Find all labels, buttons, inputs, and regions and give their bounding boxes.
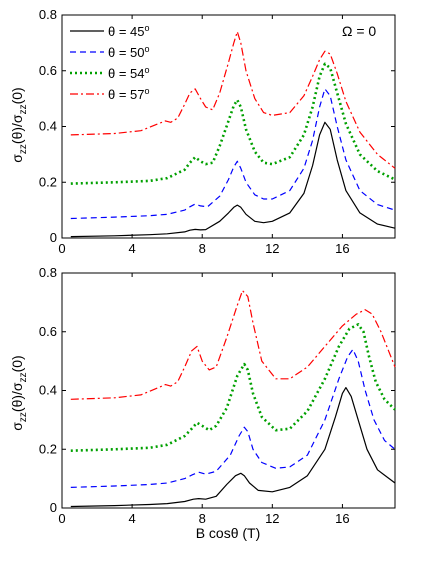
bottom-y-axis-label: σzz(θ)/σzz(0) (9, 355, 29, 430)
x-tick-label: 8 (199, 241, 206, 256)
omega-annotation: Ω = 0 (342, 23, 376, 39)
series-line-50 (70, 348, 396, 488)
x-tick-label: 12 (265, 241, 279, 256)
y-tick-label: 0.8 (39, 265, 57, 280)
x-tick-label: 0 (58, 241, 65, 256)
x-tick-label: 16 (335, 241, 349, 256)
series-line-54 (70, 62, 396, 185)
y-tick-label: 0 (50, 500, 57, 515)
legend-label-45: θ = 45o (108, 23, 150, 39)
y-tick-label: 0.2 (39, 441, 57, 456)
y-tick-label: 0.4 (39, 119, 57, 134)
y-tick-label: 0.2 (39, 174, 57, 189)
y-tick-label: 0.4 (39, 383, 57, 398)
series-line-45 (70, 121, 396, 238)
y-tick-label: 0 (50, 230, 57, 245)
legend-label-57: θ = 57o (108, 86, 150, 102)
series-line-54 (70, 323, 396, 452)
x-tick-label: 0 (58, 511, 65, 526)
x-tick-label: 4 (128, 511, 135, 526)
x-tick-label: 12 (265, 511, 279, 526)
bottom-panel: 0 4 8 12 16 0 0.2 0.4 0.6 0.8 σzz(θ)/σzz(0) B cos… (9, 265, 396, 541)
top-y-axis-label: σzz(θ)/σzz(0) (9, 87, 29, 162)
top-panel: 0 4 8 12 16 0 0.2 0.4 0.6 0.8 Ω = 0 θ = 45o θ = 50… (9, 7, 396, 256)
bottom-plot-frame (61, 272, 396, 509)
series-line-57 (70, 31, 396, 169)
y-tick-label: 0.6 (39, 324, 57, 339)
x-tick-label: 16 (335, 511, 349, 526)
legend-label-54: θ = 54o (108, 65, 150, 81)
y-tick-label: 0.6 (39, 63, 57, 78)
y-tick-label: 0.8 (39, 7, 57, 22)
bottom-curves (70, 290, 396, 508)
legend-label-50: θ = 50o (108, 44, 150, 60)
x-tick-label: 4 (128, 241, 135, 256)
top-ticks: 0 4 8 12 16 0 0.2 0.4 0.6 0.8 (39, 7, 395, 256)
x-axis-label: B cosθ (T) (196, 525, 261, 541)
x-tick-label: 8 (199, 511, 206, 526)
top-curves (70, 31, 396, 238)
series-line-45 (70, 387, 396, 508)
legend: θ = 45o θ = 50o θ = 54o θ = 57o (70, 23, 150, 102)
series-line-57 (70, 290, 396, 400)
bottom-ticks: 0 4 8 12 16 0 0.2 0.4 0.6 0.8 (39, 265, 395, 526)
